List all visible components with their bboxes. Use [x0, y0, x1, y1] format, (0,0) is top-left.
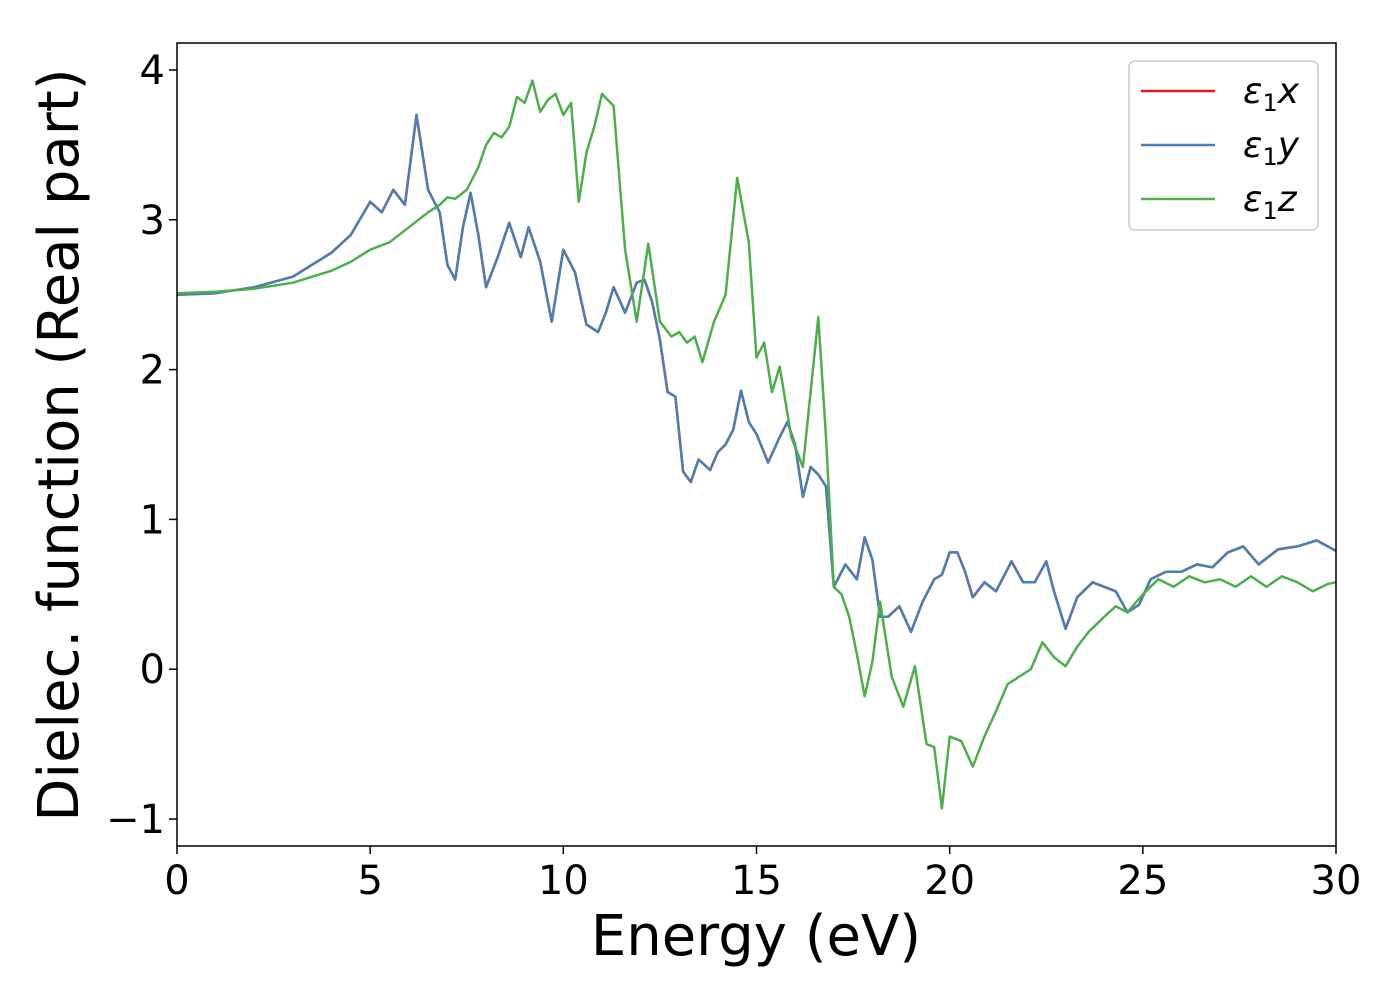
series-line-z: [176, 79, 1337, 810]
legend-label-z: ε1z: [1243, 179, 1298, 225]
x-axis-title: Energy (eV): [591, 904, 921, 969]
series-line-y: [176, 113, 1337, 634]
y-tick-label: 2: [140, 348, 165, 394]
y-axis-title: Dielec. function (Real part): [27, 68, 92, 821]
legend: ε1x ε1y ε1z: [1128, 60, 1319, 231]
x-tick-label: 25: [1117, 858, 1168, 904]
legend-label-x: ε1x: [1243, 71, 1300, 117]
x-tick-label: 15: [731, 858, 782, 904]
legend-label-y: ε1y: [1243, 125, 1300, 171]
x-tick-label: 30: [1311, 858, 1362, 904]
x-tick-label: 10: [538, 858, 589, 904]
legend-box: [1128, 60, 1319, 231]
y-tick-label: 3: [140, 198, 165, 244]
x-axis-ticks: 0 5 10 15 20 25 30: [164, 846, 1361, 904]
x-tick-label: 0: [164, 858, 189, 904]
x-tick-label: 5: [357, 858, 382, 904]
series-layer: [176, 79, 1337, 810]
y-axis-ticks: −1 0 1 2 3 4: [106, 48, 177, 843]
x-tick-label: 20: [924, 858, 975, 904]
y-tick-label: 0: [140, 647, 165, 693]
y-tick-label: 1: [140, 497, 165, 543]
y-tick-label: 4: [140, 48, 165, 94]
y-tick-label: −1: [106, 797, 165, 843]
